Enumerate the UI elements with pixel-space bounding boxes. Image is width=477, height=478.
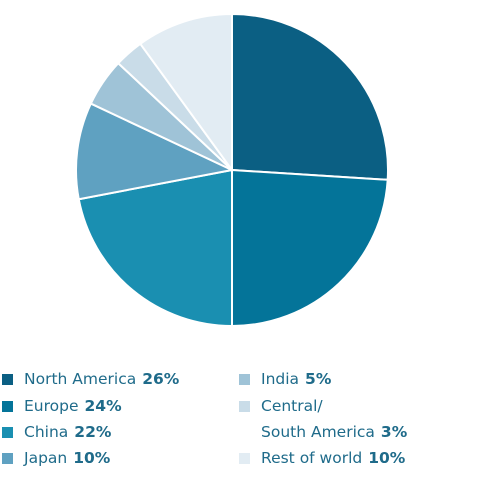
legend-label: North America bbox=[24, 370, 137, 388]
legend-label: India bbox=[261, 370, 300, 388]
legend-swatch bbox=[239, 453, 250, 464]
legend-swatch bbox=[2, 453, 13, 464]
legend-swatch bbox=[2, 374, 13, 385]
legend-label: Japan bbox=[24, 449, 68, 467]
legend-percent: 26% bbox=[142, 370, 180, 388]
legend-percent: 5% bbox=[305, 370, 332, 388]
legend-percent: 3% bbox=[380, 423, 408, 441]
pie-slice-europe bbox=[231, 169, 389, 327]
legend-label: China bbox=[24, 423, 69, 441]
pie-slice-rest-of-world bbox=[139, 13, 233, 171]
legend-percent: 22% bbox=[74, 423, 112, 441]
legend-percent: 10% bbox=[73, 449, 111, 467]
pie-slice-north-america bbox=[231, 13, 389, 181]
legend-swatch bbox=[2, 427, 13, 438]
pie-chart bbox=[74, 13, 389, 327]
legend-label-line2: South America bbox=[261, 423, 375, 441]
legend-label: Europe bbox=[24, 397, 79, 415]
legend-label: Central/ bbox=[261, 397, 323, 415]
legend-label: Rest of world bbox=[261, 449, 363, 467]
legend-percent: 10% bbox=[368, 449, 406, 467]
legend-percent: 24% bbox=[84, 397, 122, 415]
legend-swatch bbox=[2, 401, 13, 412]
pie-slice-china bbox=[77, 169, 233, 327]
legend-swatch bbox=[239, 401, 250, 412]
pie-slice-japan bbox=[74, 102, 233, 201]
legend-swatch bbox=[239, 374, 250, 385]
